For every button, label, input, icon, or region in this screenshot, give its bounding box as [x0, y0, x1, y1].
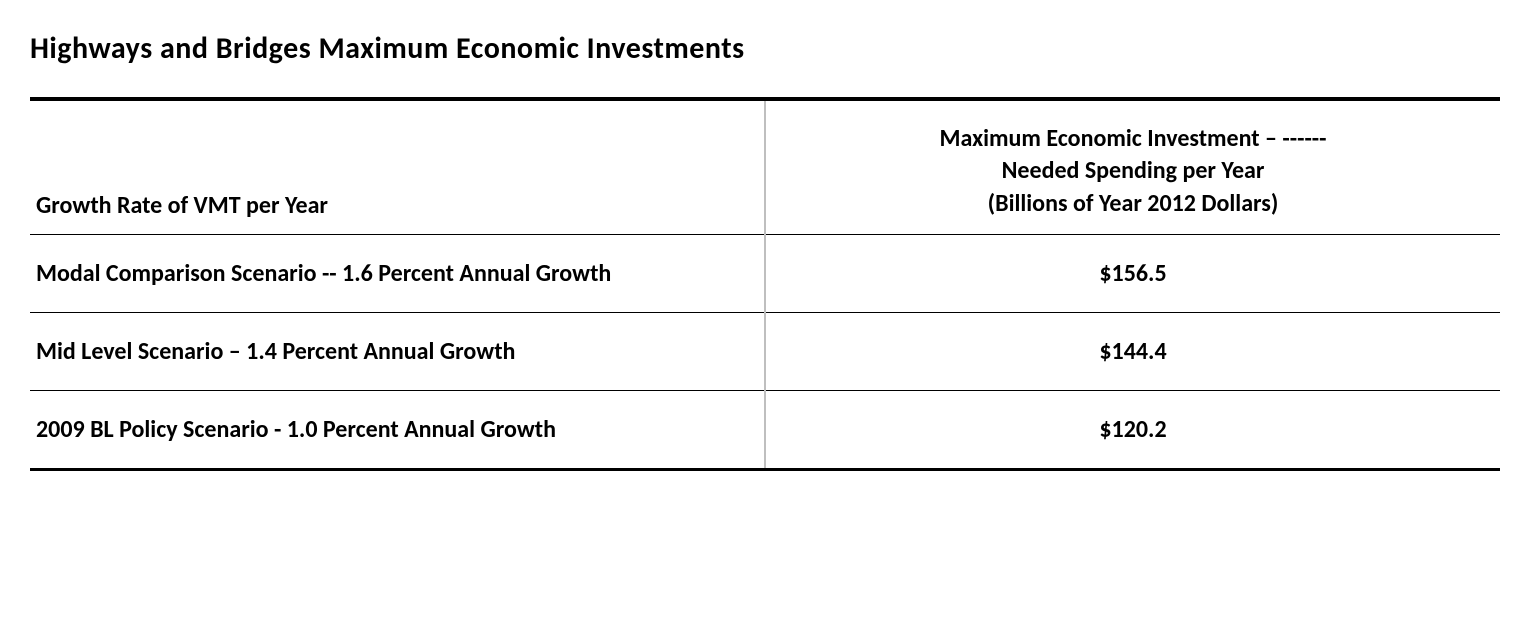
column-header-investment-line3: (Billions of Year 2012 Dollars)	[988, 189, 1279, 218]
scenario-label: Mid Level Scenario – 1.4 Percent Annual …	[30, 313, 765, 391]
table-row: 2009 BL Policy Scenario - 1.0 Percent An…	[30, 391, 1500, 470]
page: Highways and Bridges Maximum Economic In…	[0, 0, 1530, 511]
table-row: Modal Comparison Scenario -- 1.6 Percent…	[30, 235, 1500, 313]
scenario-label: 2009 BL Policy Scenario - 1.0 Percent An…	[30, 391, 765, 470]
page-title: Highways and Bridges Maximum Economic In…	[30, 30, 1500, 67]
table-row: Mid Level Scenario – 1.4 Percent Annual …	[30, 313, 1500, 391]
scenario-value: $120.2	[765, 391, 1500, 470]
scenario-value: $156.5	[765, 235, 1500, 313]
table-header-row: Growth Rate of VMT per Year Maximum Econ…	[30, 99, 1500, 235]
scenario-value: $144.4	[765, 313, 1500, 391]
column-header-investment-line2: Needed Spending per Year	[1002, 156, 1265, 185]
column-header-growth-rate: Growth Rate of VMT per Year	[30, 99, 765, 235]
column-header-investment-line1: Maximum Economic Investment – ------	[939, 124, 1326, 153]
scenario-label: Modal Comparison Scenario -- 1.6 Percent…	[30, 235, 765, 313]
investment-table: Growth Rate of VMT per Year Maximum Econ…	[30, 97, 1500, 471]
column-header-investment: Maximum Economic Investment – ------ Nee…	[765, 99, 1500, 235]
